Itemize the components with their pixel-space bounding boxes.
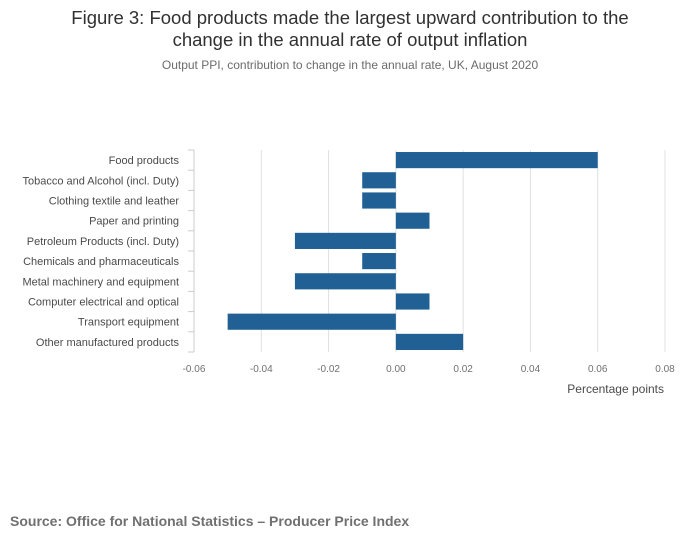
category-label: Paper and printing xyxy=(89,216,179,228)
bar xyxy=(294,273,396,290)
chart-title-line-1: Figure 3: Food products made the largest… xyxy=(71,7,629,28)
x-tick-label: 0.00 xyxy=(386,364,406,375)
category-label: Transport equipment xyxy=(78,317,179,329)
bar xyxy=(395,333,464,350)
category-label: Other manufactured products xyxy=(36,337,180,349)
x-tick-label: -0.06 xyxy=(183,364,206,375)
category-label: Chemicals and pharmaceuticals xyxy=(23,256,179,268)
bars-group xyxy=(227,152,598,350)
bar xyxy=(395,293,430,310)
bar xyxy=(362,192,396,209)
x-tick-label: 0.08 xyxy=(655,364,675,375)
category-label: Clothing textile and leather xyxy=(49,196,180,208)
x-tick-label: -0.04 xyxy=(250,364,273,375)
chart-title-line-2: change in the annual rate of output infl… xyxy=(172,29,528,50)
bar xyxy=(294,232,396,249)
x-axis-label: Percentage points xyxy=(567,382,664,396)
bar xyxy=(362,172,396,189)
bar xyxy=(227,313,396,330)
category-label: Computer electrical and optical xyxy=(28,297,179,309)
grid-lines xyxy=(188,149,666,353)
x-axis-ticks: -0.06 -0.04 -0.02 0.00 0.02 0.04 0.06 0.08 xyxy=(183,364,676,375)
x-tick-label: 0.04 xyxy=(521,364,541,375)
chart-subtitle: Output PPI, contribution to change in th… xyxy=(161,58,539,72)
category-label: Petroleum Products (incl. Duty) xyxy=(27,236,179,248)
source-note: Source: Office for National Statistics –… xyxy=(10,513,410,529)
x-tick-label: 0.02 xyxy=(453,364,473,375)
bar xyxy=(362,253,396,270)
x-tick-label: 0.06 xyxy=(588,364,608,375)
category-label: Metal machinery and equipment xyxy=(22,276,179,288)
category-label: Tobacco and Alcohol (incl. Duty) xyxy=(22,175,179,187)
bar xyxy=(395,212,430,229)
bar xyxy=(395,152,598,169)
chart-title: Figure 3: Food products made the largest… xyxy=(0,7,700,51)
x-tick-label: -0.02 xyxy=(317,364,340,375)
category-label: Food products xyxy=(109,155,180,167)
category-labels: Food products Tobacco and Alcohol (incl. … xyxy=(22,155,179,349)
